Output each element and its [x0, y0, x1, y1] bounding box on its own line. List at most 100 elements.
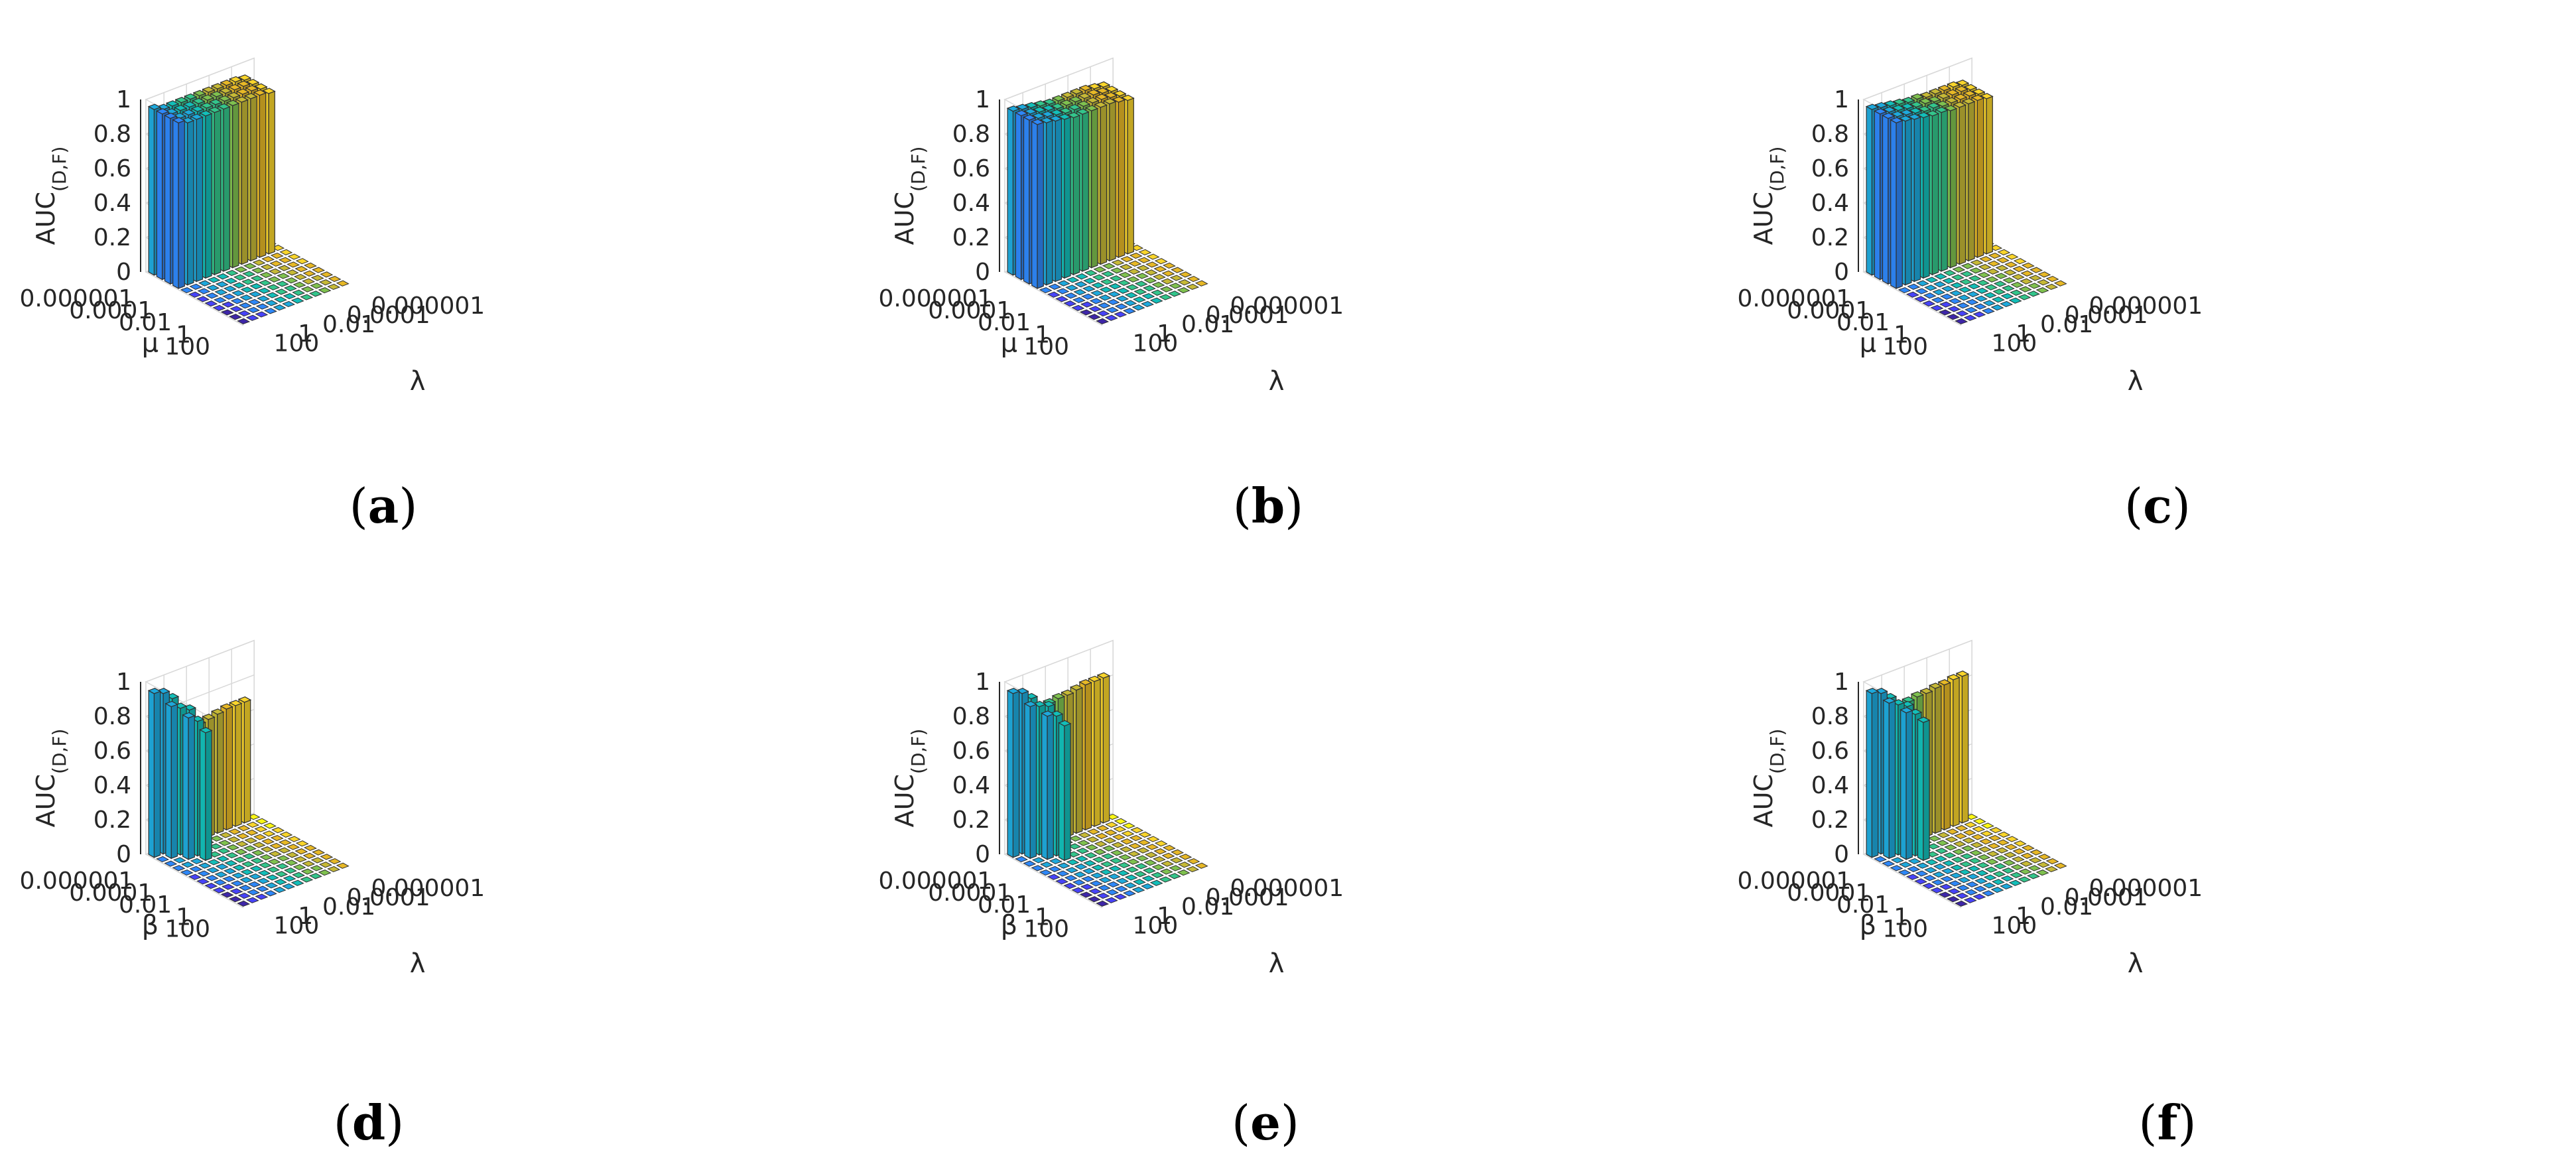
bar-r9-c11: [320, 854, 334, 860]
bar-r9-c8: [292, 864, 306, 871]
bar-r6-c8: [268, 850, 282, 857]
bar-r5-c6: [1101, 271, 1115, 277]
bar-r8-c7: [275, 863, 289, 870]
bar-r0-c0: [1865, 688, 1880, 858]
row-tick-label: 1: [1894, 903, 1909, 931]
col-tick-label: 0.0001: [347, 884, 430, 911]
bar-r5-c11: [1146, 836, 1160, 842]
bar-r6-c10: [287, 844, 300, 850]
bar-r7-c11: [1162, 262, 1176, 269]
bar-r5-c9: [1128, 842, 1142, 850]
bar-r7-c7: [1985, 276, 1999, 283]
bar-r9-c1: [229, 888, 243, 895]
bar-r9-c2: [1956, 885, 1970, 891]
bar-r4-c3: [207, 277, 221, 283]
bar-r8-c11: [312, 849, 326, 856]
z-tick-label: 1: [116, 86, 131, 113]
bar-r3-c9: [1112, 834, 1126, 840]
bar-r10-c8: [2018, 286, 2032, 292]
bar-r1-c6: [1068, 835, 1082, 842]
bar-r6-c9: [1136, 847, 1150, 854]
caption-d: (d): [333, 1094, 405, 1151]
z-tick-label: 0.2: [952, 224, 990, 251]
col-tick-label: 100: [1133, 330, 1179, 357]
bar-r7-c8: [277, 273, 290, 279]
bar-r8-c3: [1098, 294, 1112, 301]
bar-r5-c4: [1942, 860, 1956, 867]
bar-r8-c7: [1993, 863, 2007, 870]
bar-r4-c0: [1898, 287, 1911, 294]
bar-r10-c11: [1187, 858, 1200, 865]
col-axis-label: λ: [2128, 366, 2144, 397]
bar-r5-c1: [1056, 870, 1070, 877]
bar-r11-c8: [1167, 873, 1181, 879]
bar-r9-c1: [229, 306, 243, 312]
bar-r5-c4: [1083, 860, 1097, 867]
bar-r9-c3: [1106, 298, 1120, 306]
bar-r7-c5: [1967, 866, 1981, 872]
bar-r10-c7: [1151, 872, 1165, 878]
bar-r8-c8: [285, 277, 298, 284]
col-tick-label: 0.0001: [1206, 302, 1289, 329]
bar-r7-c3: [1949, 290, 1963, 296]
col-tick-label: 0.0001: [2065, 884, 2148, 911]
bar-r9-c7: [1142, 285, 1156, 292]
bar-r3-c8: [244, 837, 258, 844]
bar-r4-c11: [279, 831, 293, 838]
bar-r6-c10: [1145, 844, 1159, 850]
bar-r4-c3: [1925, 859, 1939, 866]
bar-r3-c7: [1953, 840, 1966, 848]
bar-r8-c0: [1071, 304, 1085, 311]
bar-r10-c2: [1964, 889, 1978, 895]
bar-r1-c11: [1972, 818, 1986, 824]
bar-r5-c10: [1996, 257, 2010, 263]
bar-r4-c0: [1898, 869, 1911, 876]
row-tick-label: 0.000001: [20, 285, 134, 312]
bar-r4-c6: [1952, 266, 1966, 273]
bar-r7-c8: [277, 855, 290, 862]
bar-r7-c4: [1099, 287, 1113, 293]
bar-r5-c7: [251, 850, 265, 856]
bar-r2-c6: [218, 840, 231, 846]
z-tick-label: 1: [1834, 669, 1849, 696]
bar-r9-c4: [1116, 877, 1129, 884]
bar-r7-c8: [1994, 855, 2008, 862]
col-tick-label: 0.000001: [371, 292, 485, 320]
bar-r11-c8: [308, 873, 322, 879]
bar-r11-c9: [1177, 287, 1191, 294]
bar-r8-c9: [293, 273, 307, 281]
bar-r11-c3: [1981, 890, 1995, 897]
bar-r5-c0: [188, 291, 202, 298]
bar-r11-c6: [290, 879, 304, 886]
z-axis-label: AUC(D,F): [890, 147, 929, 245]
bar-r9-c3: [247, 881, 261, 888]
bar-r8-c0: [212, 304, 226, 311]
bar-r7-c6: [258, 862, 272, 869]
row-tick-label: 0.0001: [69, 879, 153, 907]
bar-r0-c10: [1096, 672, 1111, 824]
col-tick-label: 100: [274, 330, 320, 357]
bar-r7-c7: [1126, 858, 1140, 865]
bar-r5-c1: [1915, 288, 1929, 294]
bar-r8-c5: [257, 870, 271, 876]
bar-r8-c0: [1930, 887, 1944, 893]
z-tick-label: 1: [975, 669, 990, 696]
bar-r8-c5: [1116, 287, 1130, 294]
bar-r5-c7: [1110, 850, 1124, 856]
bar-r9-c7: [2001, 868, 2015, 874]
bar-r6-c5: [1959, 279, 1973, 285]
bar-r4-c11: [1997, 831, 2011, 838]
bar-r11-c4: [273, 887, 287, 893]
z-tick-label: 0: [975, 841, 990, 868]
row-axis-label: β: [1860, 910, 1877, 940]
bar-r4-c10: [1988, 834, 2002, 842]
bar-r10-c1: [1096, 310, 1110, 317]
bar-r6-c3: [223, 285, 237, 292]
bar-r5-c7: [1969, 850, 1983, 856]
z-axis-label: AUC(D,F): [31, 729, 70, 828]
bar-r4-c10: [1129, 252, 1143, 259]
bar-r9-c1: [1947, 888, 1961, 895]
bar-r1-c10: [1964, 821, 1978, 828]
bar-r8-c4: [1966, 291, 1980, 298]
